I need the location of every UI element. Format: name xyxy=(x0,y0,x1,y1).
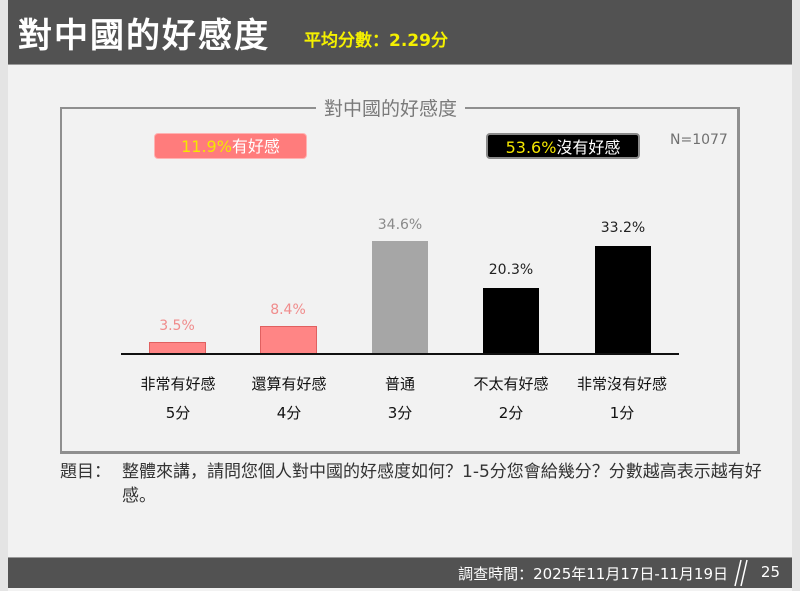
bar-somewhat-favorable xyxy=(260,326,317,354)
bar-value: 34.6% xyxy=(377,217,423,233)
category-score: 3分 xyxy=(387,404,413,422)
category-label: 不太有好感 xyxy=(473,375,549,393)
chart-title: 對中國的好感度 xyxy=(316,94,466,121)
left-margin xyxy=(0,0,8,591)
category-label: 普通 xyxy=(384,375,415,393)
negative-pct: 53.6% xyxy=(505,138,557,157)
category-label: 非常沒有好感 xyxy=(576,375,667,393)
average-score: 平均分數：2.29分 xyxy=(304,31,448,51)
category-label: 非常有好感 xyxy=(140,375,216,393)
page-number: 25 xyxy=(760,563,780,581)
positive-label: 有好感 xyxy=(231,137,280,156)
slide-footer: 調查時間：2025年11月17日-11月19日 25 xyxy=(8,557,792,588)
bar-very-unfavorable xyxy=(595,246,651,354)
positive-pct: 11.9% xyxy=(181,137,232,156)
category-score: 2分 xyxy=(498,404,524,422)
right-margin xyxy=(792,0,800,591)
slide-header: 對中國的好感度 平均分數：2.29分 xyxy=(8,0,792,65)
bar-not-very-favorable xyxy=(483,288,539,354)
bar-value: 20.3% xyxy=(488,262,534,278)
category-label: 還算有好感 xyxy=(251,375,327,393)
category-score: 1分 xyxy=(609,404,635,422)
double-slash-icon xyxy=(734,559,748,587)
question-label: 題目： xyxy=(60,462,111,482)
sample-size: N=1077 xyxy=(670,132,728,148)
positive-summary-badge: 11.9%有好感 xyxy=(154,133,307,159)
page-title: 對中國的好感度 xyxy=(18,16,270,56)
bar-value: 33.2% xyxy=(600,220,646,236)
bar-value: 3.5% xyxy=(159,318,195,334)
x-axis-line xyxy=(121,353,679,355)
bar-neutral xyxy=(372,241,428,354)
negative-summary-badge: 53.6%沒有好感 xyxy=(486,133,640,159)
bar-value: 8.4% xyxy=(270,302,306,318)
question-text: 整體來講，請問您個人對中國的好感度如何？1-5分您會給幾分？分數越高表示越有好感… xyxy=(122,462,762,506)
category-score: 4分 xyxy=(276,404,302,422)
category-score: 5分 xyxy=(165,404,191,422)
negative-label: 沒有好感 xyxy=(556,138,621,157)
survey-period: 調查時間：2025年11月17日-11月19日 xyxy=(458,565,728,583)
